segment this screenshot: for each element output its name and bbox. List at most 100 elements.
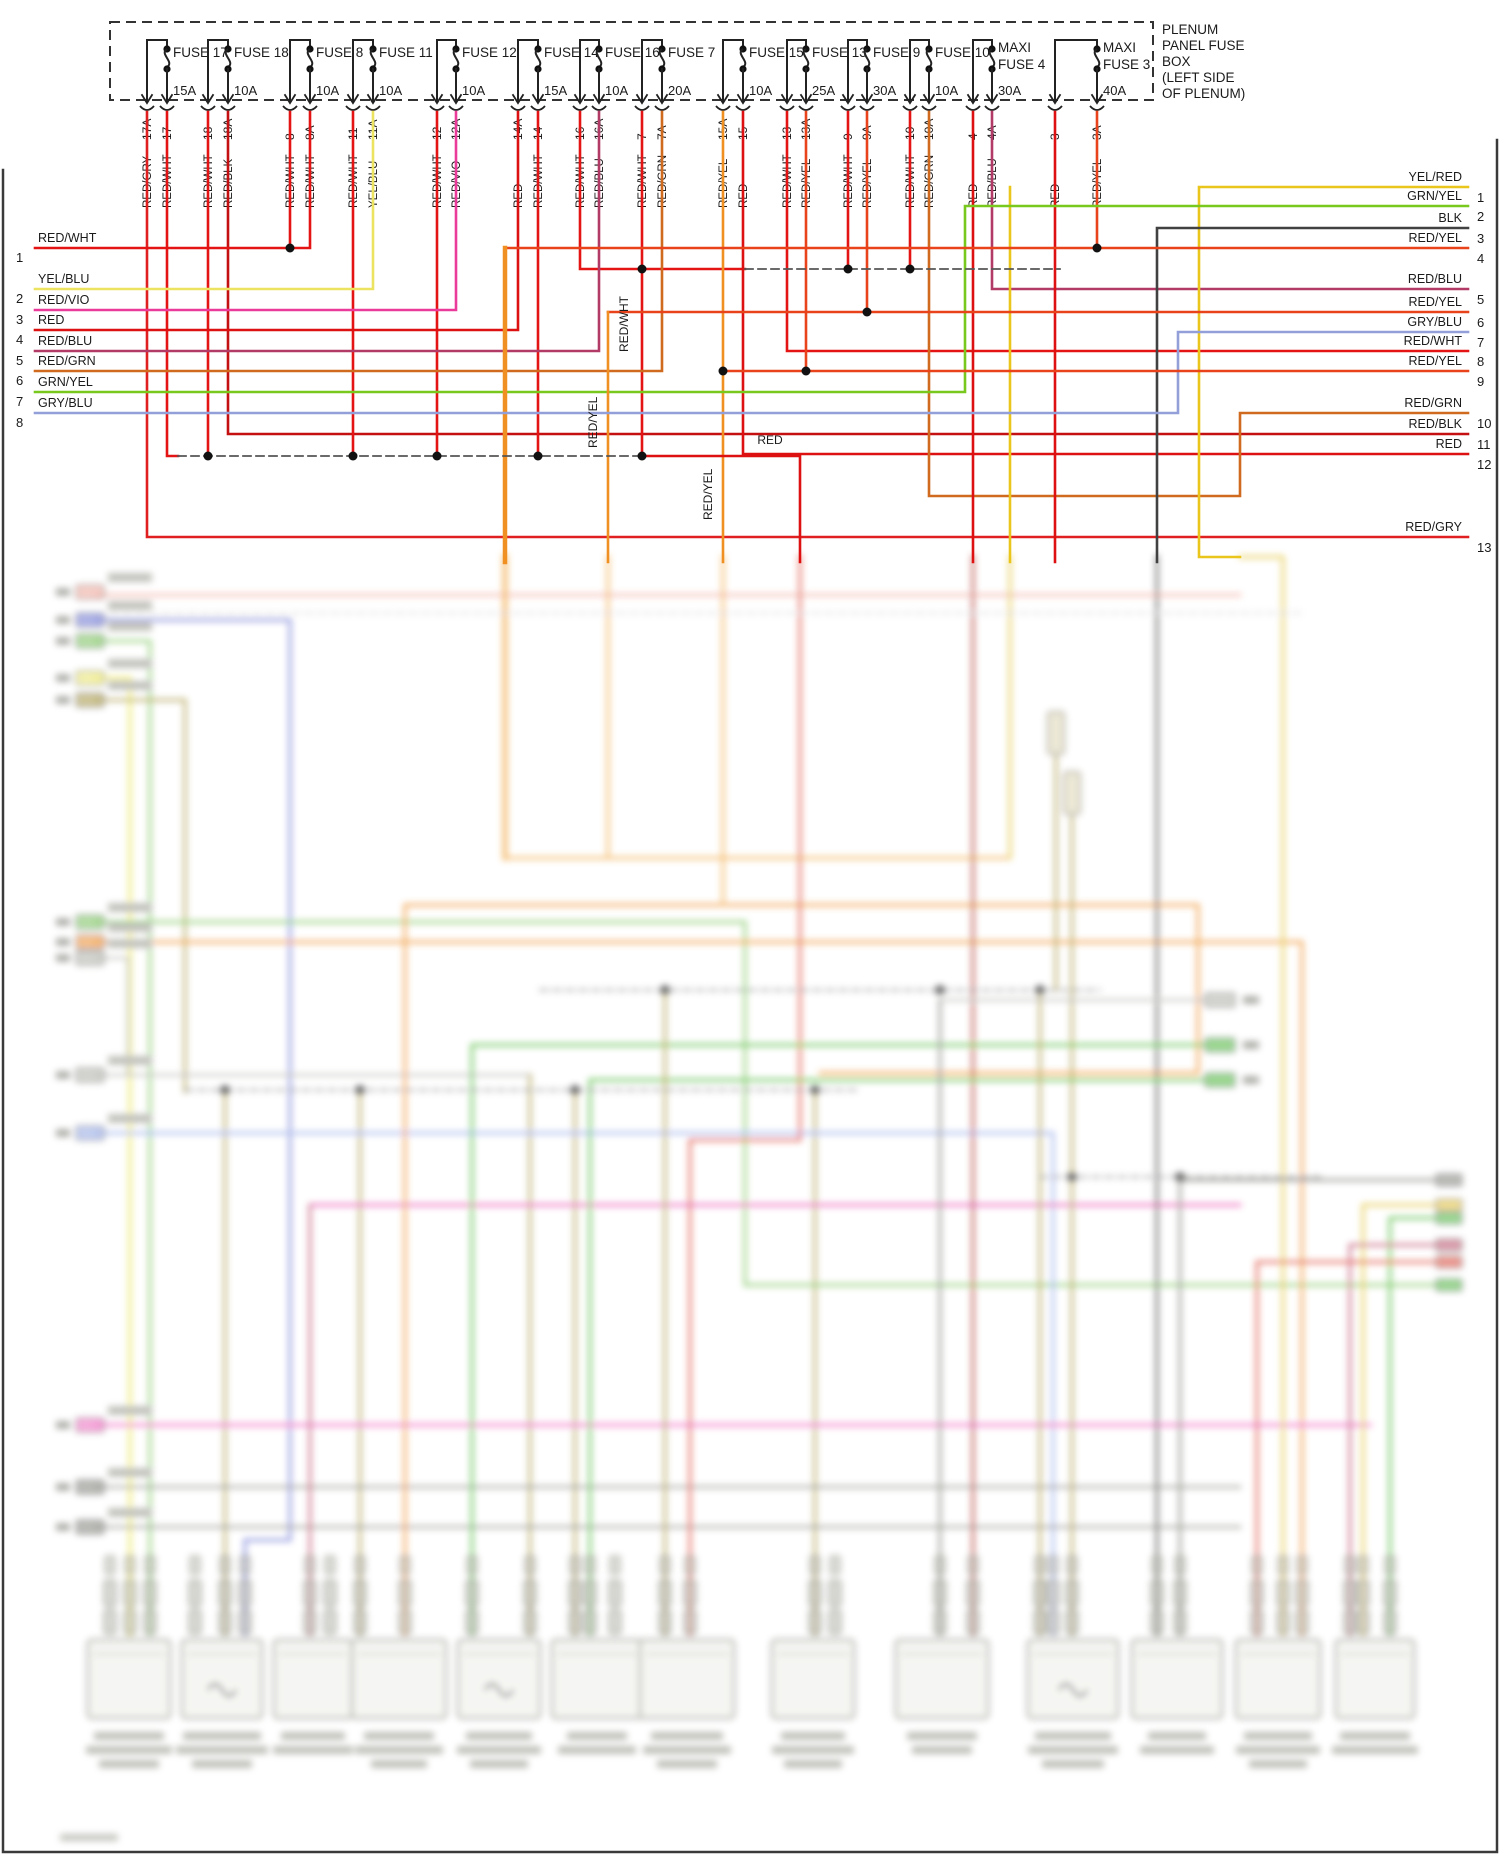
pin-blob — [1383, 1579, 1397, 1607]
left-stub-connector — [56, 1056, 152, 1083]
right-bus-color-label: BLK — [1438, 211, 1462, 225]
component-symbol — [206, 1682, 238, 1698]
arrow-icon — [221, 93, 235, 105]
connector-arc-icon — [572, 105, 588, 111]
wire — [33, 204, 1470, 394]
right-stub-box — [1435, 1255, 1463, 1269]
fuse-13: MAXI FUSE 4 30A — [965, 39, 1046, 111]
pin-blob — [1065, 1609, 1079, 1635]
caption-text-blob — [94, 1732, 164, 1740]
stub-box — [75, 1519, 105, 1535]
caption-text-blob — [1249, 1760, 1307, 1768]
arrow-icon — [531, 93, 545, 105]
stub-number-blob — [56, 696, 70, 704]
connector-4 — [350, 1555, 448, 1768]
stub-label-blob — [108, 601, 152, 610]
right-bus-color-label: RED/WHT — [1404, 334, 1463, 348]
pin-blob — [659, 1555, 671, 1575]
stub-number-blob — [56, 588, 70, 596]
connector-arc-icon — [139, 105, 155, 111]
caption-text-blob — [651, 1732, 723, 1740]
pin-blob — [124, 1555, 136, 1575]
fuse-amp: 10A — [605, 83, 628, 98]
fuse-amp: 20A — [668, 83, 691, 98]
connector-arc-icon — [530, 105, 546, 111]
right-bus-number: 10 — [1477, 416, 1491, 431]
wire — [1178, 1178, 1438, 1637]
caption-text-blob — [355, 1746, 443, 1754]
connector-arc-icon — [591, 105, 607, 111]
caption-text-blob — [912, 1746, 972, 1754]
pin-blob — [683, 1579, 697, 1607]
connector-body — [1130, 1638, 1224, 1720]
right-bus-color-label: YEL/RED — [1409, 170, 1463, 184]
pin-blob — [584, 1555, 596, 1575]
right-bus-number: 5 — [1477, 292, 1484, 307]
pin-blob — [829, 1555, 841, 1575]
caption-text-blob — [907, 1732, 977, 1740]
pin-blob — [465, 1579, 479, 1607]
left-stub-connector — [56, 1406, 152, 1433]
wire — [93, 639, 152, 1637]
connector-1 — [86, 1555, 172, 1768]
pin-blob — [304, 1555, 316, 1575]
inline-wire-label: RED/WHT — [617, 295, 631, 352]
fuse-loop — [517, 39, 539, 102]
fuse-name: FUSE 10 — [935, 45, 990, 60]
fuse-amp: 40A — [1103, 83, 1126, 98]
fuse-box-title: BOX — [1162, 54, 1191, 69]
left-stub-connector — [56, 622, 152, 649]
connector-arc-icon — [159, 105, 175, 111]
caption-text-blob — [1140, 1746, 1214, 1754]
left-stub-connector — [56, 659, 152, 686]
caption-text-blob — [371, 1760, 427, 1768]
caption-text-blob — [558, 1746, 636, 1754]
right-bus-number: 3 — [1477, 231, 1484, 246]
inline-component-box — [1063, 771, 1081, 815]
right-stub-box — [1204, 992, 1236, 1008]
connector-11 — [1130, 1555, 1224, 1754]
blurred-lower-schematic — [56, 553, 1463, 1841]
junction-dot — [862, 307, 872, 317]
pin-blob — [188, 1609, 202, 1635]
right-stub-box — [1435, 1211, 1463, 1225]
connector-arc-icon — [429, 105, 445, 111]
connector-arc-icon — [200, 105, 216, 111]
arrow-icon — [966, 93, 980, 105]
pin-blob — [1344, 1555, 1356, 1575]
pin-blob — [1251, 1555, 1263, 1575]
arrow-icon — [922, 93, 936, 105]
wire — [1388, 1216, 1438, 1637]
pin-blob — [523, 1579, 537, 1607]
pin-blob — [583, 1609, 597, 1635]
left-bus-color-label: YEL/BLU — [38, 272, 89, 286]
left-bus-color-label: GRN/YEL — [38, 375, 93, 389]
pin-blob — [1276, 1579, 1290, 1607]
pin-blob — [1173, 1609, 1187, 1635]
pin-blob — [1250, 1609, 1264, 1635]
fuse-name: FUSE 14 — [544, 45, 599, 60]
wire — [1155, 226, 1470, 564]
pin-blob — [1174, 1555, 1186, 1575]
left-stub-connector — [56, 923, 152, 950]
connector-body — [638, 1638, 736, 1720]
stub-label-blob — [108, 923, 152, 932]
wire — [33, 110, 375, 291]
left-bus-color-label: RED/WHT — [38, 231, 97, 245]
stub-number-blob — [56, 1129, 70, 1137]
stub-box — [75, 914, 105, 930]
pin-blob — [684, 1555, 696, 1575]
arrow-icon — [860, 93, 874, 105]
stub-label-blob — [108, 1056, 152, 1065]
caption-text-blob — [457, 1746, 541, 1754]
pin-blob — [398, 1609, 412, 1635]
pin-blob — [1034, 1555, 1046, 1575]
wire — [93, 698, 187, 1094]
arrow-icon — [160, 93, 174, 105]
wire — [640, 454, 802, 564]
pin-blob — [353, 1579, 367, 1607]
right-bus-color-label: RED/YEL — [1409, 295, 1463, 309]
wire — [145, 110, 1470, 539]
pin-blob — [354, 1555, 366, 1575]
